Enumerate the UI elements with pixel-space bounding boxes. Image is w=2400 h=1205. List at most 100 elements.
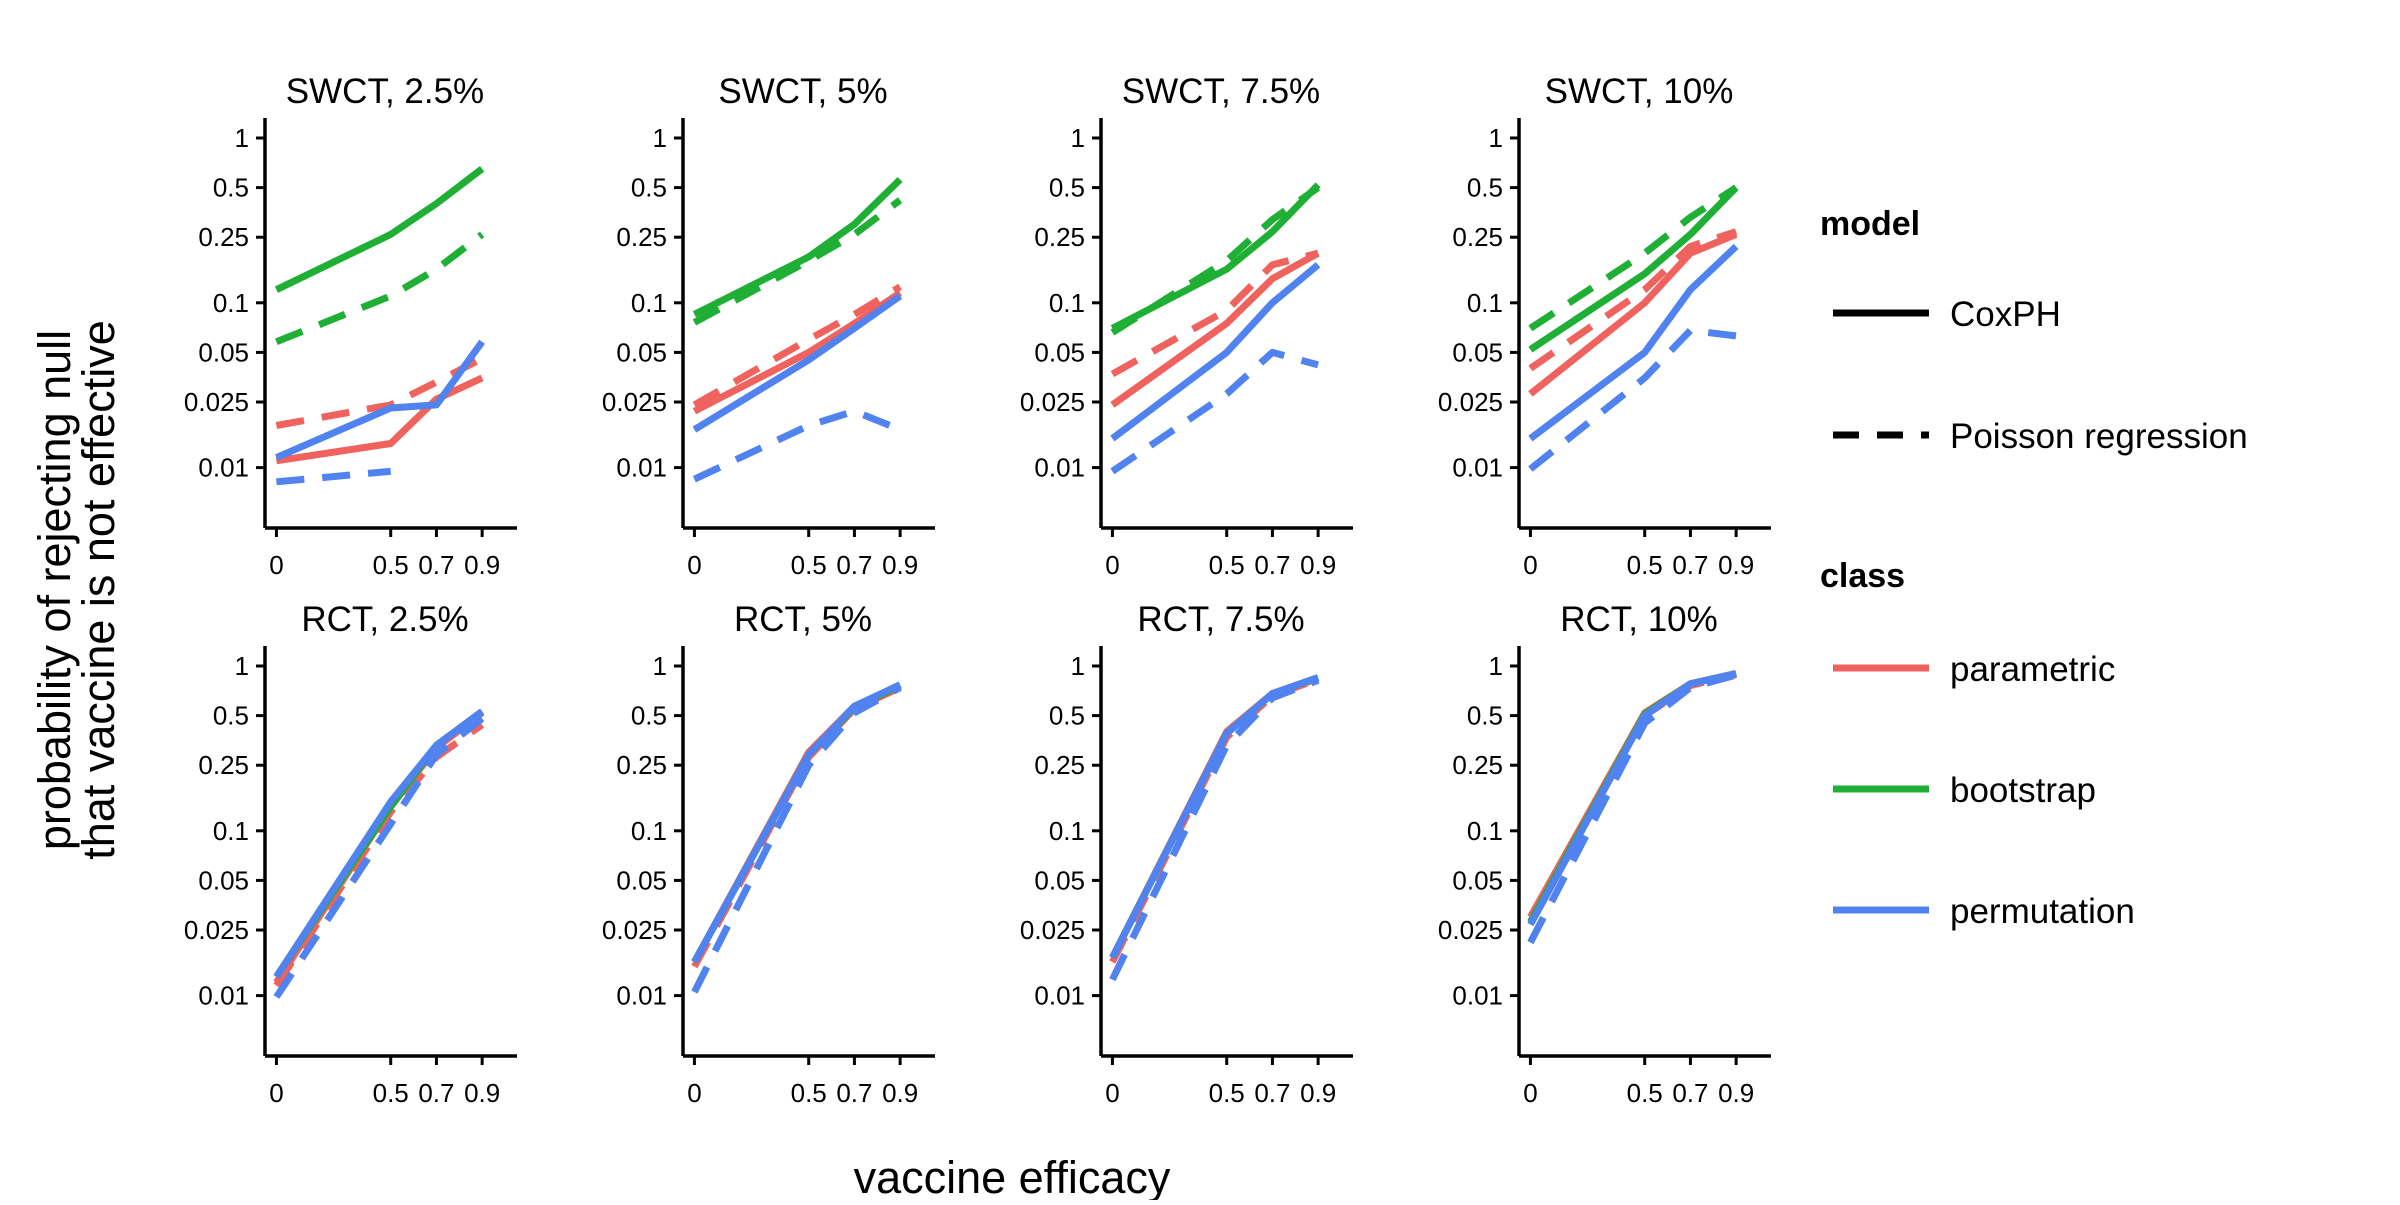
x-tick-label: 0.5 <box>1209 550 1245 580</box>
series-line-bootstrap-coxph <box>692 176 903 318</box>
y-tick-label: 0.1 <box>213 816 249 846</box>
x-tick-label: 0.5 <box>791 550 827 580</box>
series-line-permutation-poisson <box>1527 671 1738 945</box>
x-tick-label: 0.5 <box>1627 550 1663 580</box>
x-tick-label: 0 <box>1105 550 1119 580</box>
x-tick-label: 0 <box>687 1078 701 1108</box>
x-tick-label: 0.5 <box>373 1078 409 1108</box>
y-tick-label: 0.25 <box>1034 222 1085 252</box>
series-line-parametric-poisson <box>1528 228 1738 372</box>
x-tick-label: 0.5 <box>1209 1078 1245 1108</box>
series-line-parametric-coxph <box>692 289 903 415</box>
x-tick-label: 0.7 <box>836 1078 872 1108</box>
y-tick-label: 1 <box>1071 123 1085 153</box>
y-tick-label: 0.01 <box>198 981 249 1011</box>
series-line-parametric-coxph <box>691 683 902 964</box>
x-tick-label: 0 <box>269 1078 283 1108</box>
y-tick-label: 0.025 <box>184 387 249 417</box>
y-axis-title-line: that vaccine is not effective <box>73 320 124 859</box>
series-line-parametric-poisson <box>692 283 902 408</box>
x-axis-title: vaccine efficacy <box>854 1152 1171 1200</box>
y-tick-label: 0.01 <box>1452 453 1503 483</box>
x-tick-label: 0.9 <box>1300 550 1336 580</box>
y-tick-label: 0.5 <box>631 701 667 731</box>
series-line-permutation-poisson <box>1528 326 1737 472</box>
y-tick-label: 0.1 <box>631 816 667 846</box>
y-tick-label: 0.5 <box>1467 701 1503 731</box>
y-tick-label: 0.025 <box>1020 387 1085 417</box>
panel-title: SWCT, 5% <box>718 72 887 111</box>
chart-panel: SWCT, 2.5% 0.01 0.025 0.05 0.1 0.25 0.5 1 0 0.5 0.… <box>184 72 517 580</box>
legend-label-class: permutation <box>1950 892 2135 931</box>
legend-label-model: Poisson regression <box>1950 417 2248 456</box>
legend-label-class: parametric <box>1950 650 2115 689</box>
y-tick-label: 0.25 <box>198 222 249 252</box>
x-tick-label: 0.7 <box>1254 550 1290 580</box>
x-tick-label: 0.7 <box>836 550 872 580</box>
x-tick-label: 0.9 <box>464 550 500 580</box>
x-tick-label: 0.9 <box>1300 1078 1336 1108</box>
chart-panel: RCT, 7.5% 0.01 0.025 0.05 0.1 0.25 0.5 1 0 0.5 0.7… <box>1020 600 1353 1108</box>
y-tick-label: 0.25 <box>616 750 667 780</box>
panel-title: SWCT, 7.5% <box>1122 72 1320 111</box>
y-tick-label: 0.1 <box>213 288 249 318</box>
y-tick-label: 0.01 <box>616 453 667 483</box>
series-line-permutation-poisson <box>1110 348 1320 475</box>
y-tick-label: 0.025 <box>1438 387 1503 417</box>
series-line-permutation-coxph <box>1109 674 1320 960</box>
series-line-bootstrap-poisson <box>1110 184 1321 336</box>
y-tick-label: 0.01 <box>1034 981 1085 1011</box>
series-line-bootstrap-coxph <box>1110 182 1321 332</box>
y-tick-label: 0.05 <box>198 337 249 367</box>
panel-title: SWCT, 10% <box>1545 72 1734 111</box>
series-line-permutation-poisson <box>1109 676 1320 982</box>
series-line-parametric-poisson <box>691 684 902 969</box>
x-tick-label: 0.5 <box>1627 1078 1663 1108</box>
y-tick-label: 1 <box>1489 651 1503 681</box>
y-tick-label: 0.025 <box>602 387 667 417</box>
x-tick-label: 0.9 <box>1718 550 1754 580</box>
series-line-parametric-coxph <box>1528 231 1738 397</box>
y-tick-label: 0.5 <box>631 173 667 203</box>
series-line-permutation-coxph <box>692 293 903 433</box>
y-tick-label: 1 <box>653 123 667 153</box>
y-tick-label: 0.1 <box>1049 288 1085 318</box>
x-tick-label: 0.7 <box>418 550 454 580</box>
x-tick-label: 0.7 <box>1672 1078 1708 1108</box>
y-tick-label: 0.1 <box>1049 816 1085 846</box>
series-line-parametric-coxph <box>1110 250 1320 408</box>
legend-label-class: bootstrap <box>1950 771 2096 810</box>
y-tick-label: 1 <box>235 123 249 153</box>
chart-panel: SWCT, 7.5% 0.01 0.025 0.05 0.1 0.25 0.5 1 0 0.5 0.… <box>1020 72 1353 580</box>
series-line-permutation-poisson <box>692 407 902 483</box>
y-tick-label: 0.5 <box>1049 173 1085 203</box>
y-tick-label: 0.01 <box>1034 453 1085 483</box>
y-tick-label: 0.025 <box>602 915 667 945</box>
panel-title: SWCT, 2.5% <box>286 72 484 111</box>
series-line-bootstrap-coxph <box>274 166 485 293</box>
y-tick-label: 1 <box>235 651 249 681</box>
y-tick-label: 0.025 <box>184 915 249 945</box>
legend: model CoxPH Poisson regression class paramet… <box>1820 205 2248 931</box>
x-tick-label: 0 <box>1105 1078 1119 1108</box>
y-tick-label: 0.01 <box>1452 981 1503 1011</box>
chart-panel: RCT, 5% 0.01 0.025 0.05 0.1 0.25 0.5 1 0 0.5 0.7 0.… <box>602 600 935 1108</box>
y-tick-label: 0.025 <box>1020 915 1085 945</box>
panel-title: RCT, 7.5% <box>1137 600 1304 639</box>
y-tick-label: 0.05 <box>616 865 667 895</box>
series-line-permutation-poisson <box>276 467 392 486</box>
y-tick-label: 0.05 <box>1452 865 1503 895</box>
y-tick-label: 1 <box>1071 651 1085 681</box>
y-tick-label: 0.05 <box>1034 865 1085 895</box>
legend-label-model: CoxPH <box>1950 295 2061 334</box>
series-line-permutation-poisson <box>273 715 485 999</box>
legend-title-model: model <box>1820 205 1920 243</box>
x-tick-label: 0 <box>687 550 701 580</box>
y-tick-label: 0.5 <box>1467 173 1503 203</box>
series-line-bootstrap-coxph <box>1528 185 1739 353</box>
x-tick-label: 0.7 <box>418 1078 454 1108</box>
y-tick-label: 0.05 <box>198 865 249 895</box>
series-line-bootstrap-poisson <box>275 231 485 346</box>
